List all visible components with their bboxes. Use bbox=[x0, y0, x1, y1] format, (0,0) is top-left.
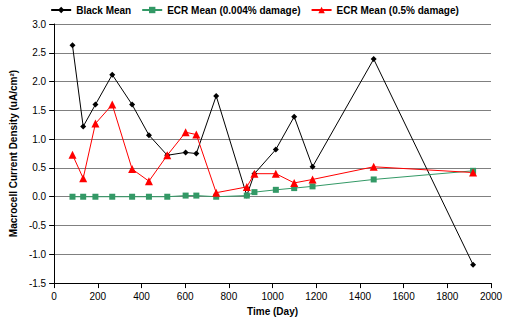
svg-text:2.0: 2.0 bbox=[32, 76, 46, 87]
svg-text:ECR Mean (0.5% damage): ECR Mean (0.5% damage) bbox=[337, 5, 459, 16]
svg-text:0.0: 0.0 bbox=[32, 191, 46, 202]
svg-text:0.5: 0.5 bbox=[32, 162, 46, 173]
svg-text:0: 0 bbox=[51, 291, 57, 302]
svg-text:-1.0: -1.0 bbox=[29, 249, 47, 260]
svg-text:800: 800 bbox=[221, 291, 238, 302]
svg-text:2000: 2000 bbox=[480, 291, 503, 302]
svg-text:2.5: 2.5 bbox=[32, 47, 46, 58]
svg-text:1600: 1600 bbox=[393, 291, 416, 302]
svg-text:-0.5: -0.5 bbox=[29, 220, 47, 231]
svg-text:Black Mean: Black Mean bbox=[76, 5, 131, 16]
svg-text:1000: 1000 bbox=[261, 291, 284, 302]
svg-text:600: 600 bbox=[177, 291, 194, 302]
svg-text:1200: 1200 bbox=[305, 291, 328, 302]
svg-text:200: 200 bbox=[89, 291, 106, 302]
svg-text:1.0: 1.0 bbox=[32, 134, 46, 145]
svg-text:-1.5: -1.5 bbox=[29, 278, 47, 289]
svg-text:1.5: 1.5 bbox=[32, 105, 46, 116]
svg-text:Time (Day): Time (Day) bbox=[247, 306, 298, 317]
svg-text:1800: 1800 bbox=[436, 291, 459, 302]
svg-text:1400: 1400 bbox=[349, 291, 372, 302]
svg-text:Macrocell Current Density (uA/: Macrocell Current Density (uA/cm²) bbox=[8, 70, 19, 237]
svg-text:3.0: 3.0 bbox=[32, 19, 46, 30]
svg-text:400: 400 bbox=[133, 291, 150, 302]
svg-text:ECR Mean (0.004% damage): ECR Mean (0.004% damage) bbox=[167, 5, 300, 16]
